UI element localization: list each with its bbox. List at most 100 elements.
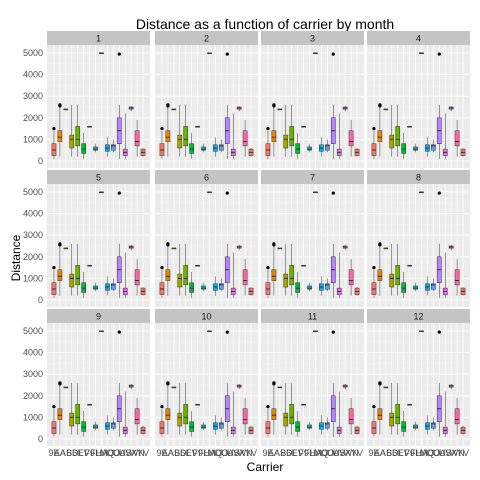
box-body	[134, 408, 140, 425]
box-9E	[159, 405, 165, 437]
box-MQ	[319, 415, 324, 435]
box-MQ	[213, 276, 218, 296]
box-UA	[116, 330, 122, 437]
facet-panel-5: 5	[47, 170, 150, 307]
x-tick-label: VX	[233, 448, 245, 458]
facet-strip	[47, 309, 150, 323]
box-MQ	[319, 276, 324, 296]
box-body	[307, 424, 312, 429]
box-body	[81, 421, 86, 432]
x-tick-label: MQ	[208, 448, 223, 458]
box-MQ	[105, 415, 110, 435]
box-VX	[236, 383, 242, 390]
x-tick-label: 9E	[156, 448, 167, 458]
box-DL	[183, 382, 189, 435]
box-body	[431, 283, 436, 290]
box-F9	[301, 264, 306, 267]
box-WN	[242, 119, 248, 157]
outlier-point	[225, 191, 229, 195]
box-YV	[354, 148, 360, 157]
facet-panel-2: 2	[155, 31, 258, 168]
box-body	[454, 408, 460, 425]
box-body	[201, 285, 206, 290]
box-EV	[295, 271, 300, 298]
box-WN	[134, 258, 140, 296]
box-AA	[57, 381, 63, 435]
box-9E	[51, 405, 57, 437]
box-body	[389, 412, 395, 427]
box-body	[177, 412, 183, 427]
x-tick-label: US	[119, 448, 132, 458]
x-tick-label: FL	[90, 448, 101, 458]
box-DL	[395, 104, 401, 157]
facet-strip	[367, 309, 470, 323]
box-body	[289, 404, 295, 425]
facet-strip-label: 6	[204, 173, 209, 183]
box-FL	[93, 143, 98, 153]
panel-background	[155, 323, 258, 446]
x-tick-label: AS	[168, 448, 180, 458]
box-DL	[75, 382, 81, 435]
box-body	[189, 143, 194, 154]
x-tick-label: FL	[198, 448, 209, 458]
facet-strip-label: 9	[96, 312, 101, 322]
box-body	[111, 283, 116, 290]
box-body	[431, 144, 436, 151]
box-DL	[183, 104, 189, 157]
box-MQ	[105, 137, 110, 157]
facet-panel-6: 6	[155, 170, 258, 307]
panel-background	[367, 323, 470, 446]
panel-background	[155, 45, 258, 168]
facet-strip	[155, 31, 258, 45]
outlier-point	[272, 242, 276, 246]
box-YV	[140, 148, 146, 157]
x-tick-label: B6	[386, 448, 397, 458]
x-tick-label: B6	[66, 448, 77, 458]
panel-background	[261, 323, 364, 446]
chart-title: Distance as a function of carrier by mon…	[136, 16, 394, 32]
box-OO	[219, 417, 224, 431]
box-DL	[289, 104, 295, 157]
outlier-point	[58, 103, 62, 107]
box-body	[348, 269, 354, 286]
box-body	[177, 273, 183, 288]
facet-panel-3: 3	[261, 31, 364, 168]
box-UA	[116, 52, 122, 159]
box-US	[122, 391, 128, 437]
box-UA	[330, 52, 336, 159]
box-body	[413, 146, 418, 151]
box-US	[230, 391, 236, 437]
x-tick-label: DL	[180, 448, 192, 458]
x-tick-label: US	[227, 448, 240, 458]
x-tick-label: 9E	[262, 448, 273, 458]
box-9E	[265, 266, 271, 298]
box-VX	[342, 244, 348, 251]
box-UA	[116, 191, 122, 298]
y-tick-label: 5000	[23, 187, 43, 197]
y-axis-title: Distance	[9, 234, 23, 281]
box-F9	[407, 125, 412, 128]
y-tick-label: 2000	[23, 252, 43, 262]
box-UA	[436, 52, 442, 159]
outlier-point	[225, 330, 229, 334]
box-B6	[389, 104, 395, 157]
x-tick-label: HA	[309, 448, 322, 458]
box-body	[325, 283, 330, 290]
box-body	[413, 424, 418, 429]
box-body	[295, 282, 300, 293]
box-AS	[277, 247, 283, 250]
x-tick-label: HA	[203, 448, 216, 458]
y-tick-label: 0	[38, 156, 43, 166]
x-tick-label: F9	[84, 448, 95, 458]
x-tick-label: FL	[410, 448, 421, 458]
x-tick-label: AA	[374, 448, 386, 458]
box-US	[122, 252, 128, 298]
outlier-point	[437, 52, 441, 56]
box-body	[325, 422, 330, 429]
box-US	[230, 113, 236, 159]
facet-panel-11: 11	[261, 309, 364, 446]
facet-strip	[155, 309, 258, 323]
box-AA	[57, 242, 63, 296]
box-AA	[57, 103, 63, 157]
x-tick-label: UA	[327, 448, 340, 458]
